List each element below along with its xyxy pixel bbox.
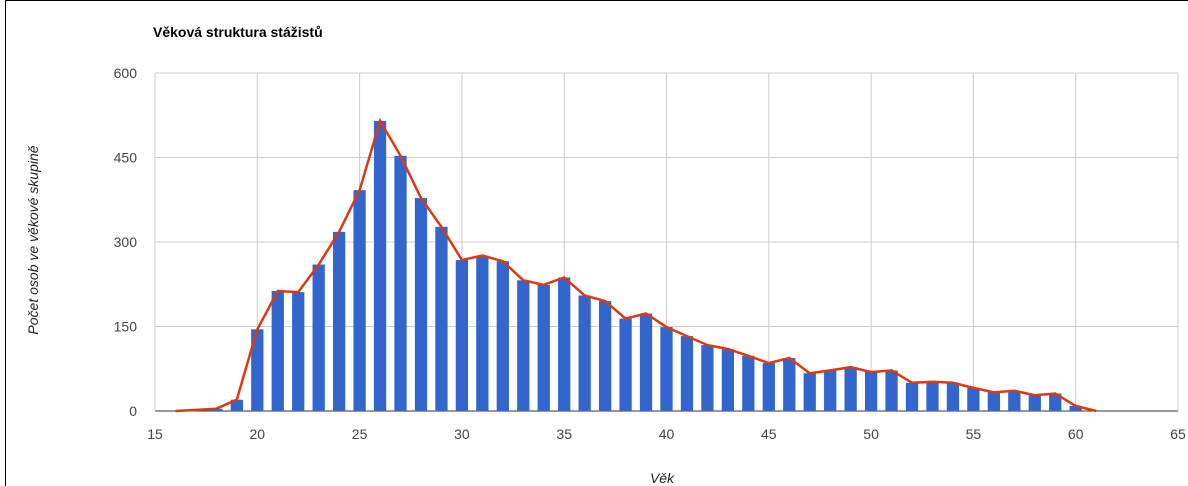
bar: [926, 381, 939, 411]
x-tick-label: 15: [147, 426, 163, 442]
x-tick-label: 65: [1170, 426, 1186, 442]
bar: [1008, 390, 1021, 411]
bar: [414, 198, 428, 411]
bar: [1049, 393, 1062, 411]
bar: [598, 301, 612, 411]
bar: [721, 349, 735, 411]
y-axis-title: Počet osob ve věkové skupině: [25, 145, 41, 334]
y-axis-ticks: 0 150 300 450 600: [114, 65, 138, 419]
bar: [558, 277, 571, 411]
bar: [701, 345, 714, 411]
bar: [946, 382, 960, 411]
bar: [476, 255, 489, 411]
x-tick-label: 55: [966, 426, 982, 442]
x-tick-label: 35: [556, 426, 572, 442]
y-tick-label: 0: [129, 403, 137, 419]
bar: [333, 231, 346, 411]
bar: [292, 292, 305, 411]
x-axis-title: Věk: [650, 470, 675, 486]
x-tick-label: 25: [352, 426, 368, 442]
bar: [803, 373, 816, 411]
x-tick-label: 60: [1068, 426, 1084, 442]
bar: [1028, 395, 1041, 411]
bar: [783, 358, 796, 411]
y-tick-label: 450: [114, 150, 138, 166]
bar: [844, 367, 857, 411]
bar: [271, 291, 284, 411]
bar: [353, 190, 366, 411]
x-tick-label: 50: [863, 426, 879, 442]
bar: [680, 336, 694, 411]
bar: [496, 261, 509, 411]
trend-line: [175, 117, 1097, 413]
bar: [455, 260, 469, 411]
bar: [517, 280, 530, 411]
bar: [230, 399, 243, 411]
x-tick-label: 40: [659, 426, 675, 442]
bar: [537, 284, 550, 411]
bar: [435, 226, 448, 411]
bar-series: [189, 120, 1082, 411]
x-tick-label: 20: [250, 426, 266, 442]
bar: [762, 363, 775, 411]
bar: [742, 355, 755, 411]
bar: [373, 120, 387, 411]
bar: [312, 264, 325, 411]
bar: [905, 382, 919, 411]
chart-frame: [5, 0, 1188, 486]
bar: [885, 370, 898, 411]
y-tick-label: 150: [114, 319, 138, 335]
bar: [824, 370, 837, 411]
y-tick-label: 600: [114, 65, 138, 81]
bar: [394, 155, 407, 411]
bar: [639, 313, 653, 411]
bar: [251, 329, 264, 411]
y-tick-label: 300: [114, 234, 138, 250]
x-tick-label: 45: [761, 426, 777, 442]
bar: [619, 318, 632, 411]
bar: [660, 327, 673, 411]
bar: [967, 387, 980, 411]
bar: [864, 372, 878, 411]
bar: [578, 295, 591, 411]
x-axis-ticks: 15 20 25 30 35 40 45 50 55 60 65: [147, 426, 1186, 442]
x-tick-label: 30: [454, 426, 470, 442]
bar: [1069, 405, 1082, 411]
chart-title: Věková struktura stážistů: [153, 24, 323, 40]
bar: [987, 392, 1000, 411]
